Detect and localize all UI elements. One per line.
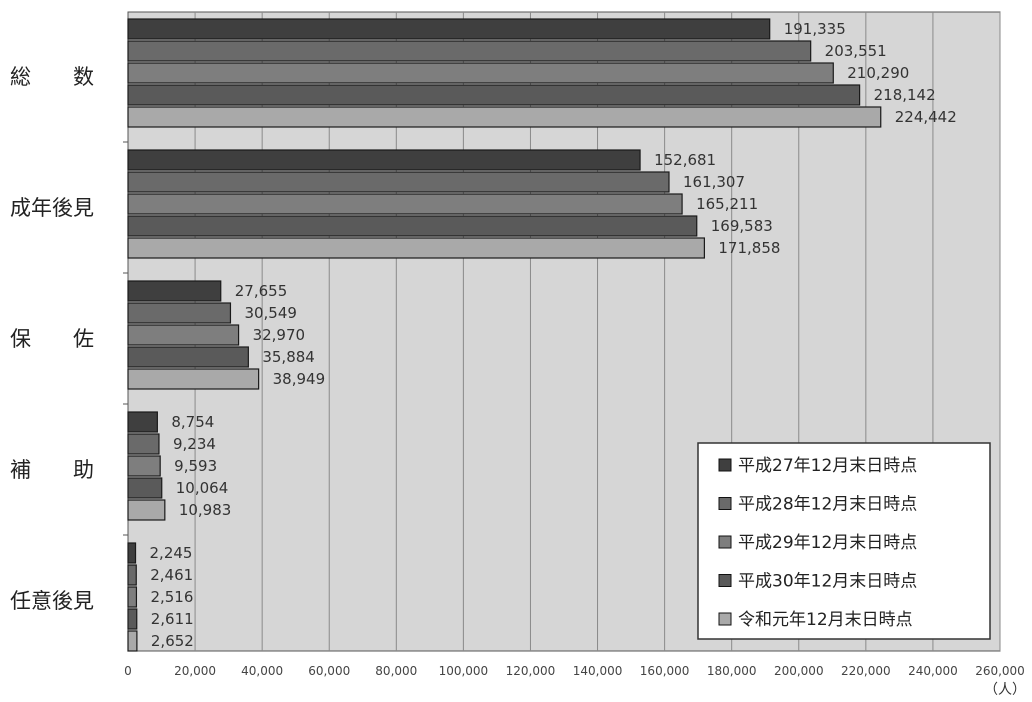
legend-label: 平成28年12月末日時点	[738, 495, 917, 515]
data-label: 152,681	[654, 151, 716, 169]
legend-swatch	[718, 497, 732, 510]
data-label: 161,307	[683, 173, 745, 191]
bar	[127, 149, 641, 171]
x-tick-label: 140,000	[573, 664, 623, 678]
bar	[127, 84, 861, 106]
x-tick-label: 160,000	[640, 664, 690, 678]
bar	[127, 564, 137, 586]
data-label: 27,655	[235, 282, 288, 300]
category-label: 任意後見	[10, 589, 94, 613]
legend-swatch	[718, 458, 732, 472]
x-tick-label: 20,000	[174, 664, 216, 678]
category-label: 保 佐	[10, 327, 94, 351]
category-label: 成年後見	[10, 196, 94, 220]
data-label: 165,211	[696, 195, 758, 213]
data-label: 10,064	[176, 479, 229, 497]
data-label: 2,516	[150, 588, 193, 606]
legend-label: 平成29年12月末日時点	[738, 533, 917, 553]
data-label: 169,583	[711, 217, 773, 235]
x-tick-label: 220,000	[841, 664, 891, 678]
data-label: 224,442	[895, 108, 957, 126]
bar	[127, 455, 161, 477]
category-label: 総 数	[10, 65, 94, 89]
data-label: 9,593	[174, 457, 217, 475]
x-tick-label: 180,000	[707, 664, 757, 678]
legend-label: 令和元年12月末日時点	[738, 610, 913, 630]
bar	[127, 280, 222, 302]
legend-swatch	[718, 574, 732, 587]
bar	[127, 40, 812, 62]
legend: 平成27年12月末日時点平成28年12月末日時点平成29年12月末日時点平成30…	[697, 442, 991, 640]
bar	[127, 411, 158, 433]
bar	[127, 499, 166, 521]
bar	[127, 368, 260, 390]
bar	[127, 215, 698, 237]
data-label: 38,949	[273, 370, 326, 388]
legend-label: 平成27年12月末日時点	[738, 456, 917, 476]
data-label: 210,290	[847, 64, 909, 82]
x-tick-label: 240,000	[908, 664, 958, 678]
x-tick-label: 40,000	[241, 664, 283, 678]
data-label: 9,234	[173, 435, 216, 453]
x-tick-label: 60,000	[308, 664, 350, 678]
data-label: 191,335	[784, 20, 846, 38]
bar	[127, 237, 705, 259]
x-tick-label: 260,000	[975, 664, 1025, 678]
data-label: 10,983	[179, 501, 232, 519]
data-label: 2,245	[150, 544, 193, 562]
bar	[127, 62, 834, 84]
bar	[127, 586, 138, 608]
legend-swatch	[718, 535, 732, 549]
bar	[127, 18, 771, 40]
bar	[127, 324, 240, 346]
data-label: 171,858	[718, 239, 780, 257]
bar	[127, 171, 670, 193]
x-axis: 0 20,000 40,000 60,000 80,000 100,000 120,000 1…	[124, 664, 1026, 698]
bar	[127, 302, 232, 324]
x-unit-label: （人）	[984, 682, 1026, 698]
x-tick-label: 80,000	[375, 664, 417, 678]
x-tick-label: 120,000	[506, 664, 556, 678]
data-label: 2,461	[150, 566, 193, 584]
data-label: 35,884	[262, 348, 315, 366]
data-label: 2,652	[151, 632, 194, 650]
legend-label: 平成30年12月末日時点	[738, 572, 917, 592]
bars: 191,335 203,551 210,290 218,142 224,442 152,6…	[127, 18, 957, 652]
bar	[127, 477, 163, 499]
bar	[127, 106, 882, 128]
data-label: 30,549	[244, 304, 297, 322]
bar	[127, 193, 683, 215]
bar	[127, 542, 137, 564]
x-tick-label: 100,000	[439, 664, 489, 678]
category-label: 補 助	[10, 458, 94, 482]
bar	[127, 608, 138, 630]
data-label: 203,551	[825, 42, 887, 60]
data-label: 8,754	[171, 413, 214, 431]
bar	[127, 346, 249, 368]
data-label: 218,142	[874, 86, 936, 104]
data-label: 32,970	[253, 326, 305, 344]
data-label: 2,611	[151, 610, 194, 628]
bar	[127, 630, 138, 652]
x-tick-label: 200,000	[774, 664, 824, 678]
legend-swatch	[718, 612, 732, 626]
bar	[127, 433, 160, 455]
x-tick-label: 0	[124, 664, 132, 678]
legend-box	[697, 442, 991, 640]
